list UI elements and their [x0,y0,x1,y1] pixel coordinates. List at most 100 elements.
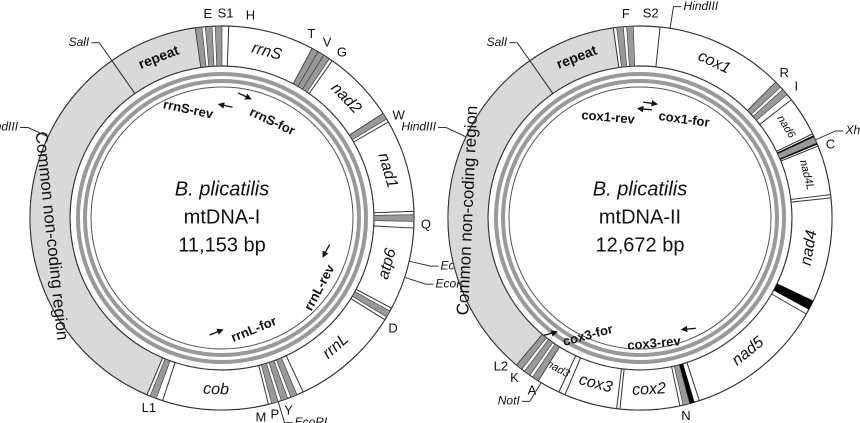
trna-bar [276,357,298,398]
site-leader [20,127,49,138]
trna-label: L1 [142,400,156,415]
trna-bar [532,343,560,382]
map-species: B. plicatilis [593,178,687,200]
trna-label: R [780,65,789,80]
gene-segment [686,293,807,402]
strand-ring [76,72,368,364]
trna-label: K [510,370,519,385]
gene-segment [780,145,832,201]
map-species: B. plicatilis [175,178,269,200]
primer-label: cox1-for [658,108,711,130]
site-label: NotI [498,394,521,408]
trna-label: Q [421,217,431,232]
trna-label: M [255,410,266,423]
site-label: HindIII [0,120,19,134]
map-name: mtDNA-II [599,206,681,228]
trna-bar [214,25,223,67]
trna-bar [373,214,415,222]
strand-ring [501,79,779,357]
primer: cox1-rev [581,105,652,127]
strand-ring [494,72,786,364]
site-leader [669,6,682,29]
gene-segment [759,99,814,153]
trna-bar [204,25,215,67]
gene-label: cox2 [632,380,667,399]
circular-map: repeat cox1nad6nad4Lnad4nad5cox2cox3nad3C… [401,0,860,423]
trna-label: V [323,35,332,50]
site-label: HindIII [683,0,718,13]
trna-label: L2 [494,359,508,374]
gene-segment [564,357,623,410]
site-leader [91,42,113,62]
trna-label: S1 [218,5,234,20]
trna-bar [752,89,788,121]
gene-segment [352,121,415,214]
trna-bar [524,338,554,376]
gene-bar [773,283,814,310]
trna-bar [349,113,387,141]
site-label: Xho [844,123,860,137]
primer-arrow [642,100,659,107]
trna-bar [351,291,391,318]
gene-label: cob [203,381,229,399]
map-size: 11,153 bp [178,234,266,256]
gene-label: nad4 [798,229,821,267]
gene-segment [619,366,681,411]
primer-arrow [322,244,331,258]
site-leader [815,130,844,141]
trna-label: N [681,408,690,423]
trna-bar [626,25,636,67]
trna-bar [777,136,818,160]
trna-label: Y [284,402,293,417]
trna-label: A [528,382,537,397]
primer-arrow [209,328,224,336]
map-size: 12,672 bp [596,234,685,256]
trna-label: F [622,6,630,21]
map-name: mtDNA-I [184,206,261,228]
site-label: SalI [69,35,90,49]
primer-arrow [237,92,252,100]
site-label: EcoRI [295,415,328,423]
primer-arrow [217,102,233,109]
primer: cox3-rev [627,325,696,353]
site-leader [404,276,434,285]
site-label: SalI [487,35,508,49]
primer-label: cox3-rev [627,333,682,353]
primer-label: cox1-rev [581,107,636,127]
trna-bar [616,26,628,68]
primer-arrow [543,330,558,337]
trna-bar [673,364,691,406]
trna-label: S2 [643,6,659,21]
trna-bar [302,54,330,93]
trna-bar [194,26,207,68]
site-leader [438,127,467,138]
trna-label: I [794,78,798,93]
gene-segment [529,27,620,95]
trna-bar [260,362,279,404]
trna-label: C [826,136,835,151]
primer-arrow [680,325,696,333]
site-label: HindIII [401,120,436,134]
trna-label: H [246,7,255,22]
trna-label: T [307,26,315,41]
trna-label: P [270,406,279,421]
trna-bar [149,358,171,399]
strand-ring [90,86,354,350]
strand-ring [83,79,361,357]
trna-bar [516,334,547,370]
site-leader [509,42,531,62]
primer: cox1-for [642,100,711,130]
gene-segment [162,361,270,411]
gene-segment [29,60,164,396]
trna-label: W [393,107,406,122]
trna-bar [268,360,289,401]
strand-ring [508,86,772,350]
trna-label: D [388,321,397,336]
trna-label: E [203,6,212,21]
gene-segment [285,297,386,393]
trna-label: G [337,44,347,59]
gene-segment [355,225,415,309]
site-leader [521,382,542,402]
